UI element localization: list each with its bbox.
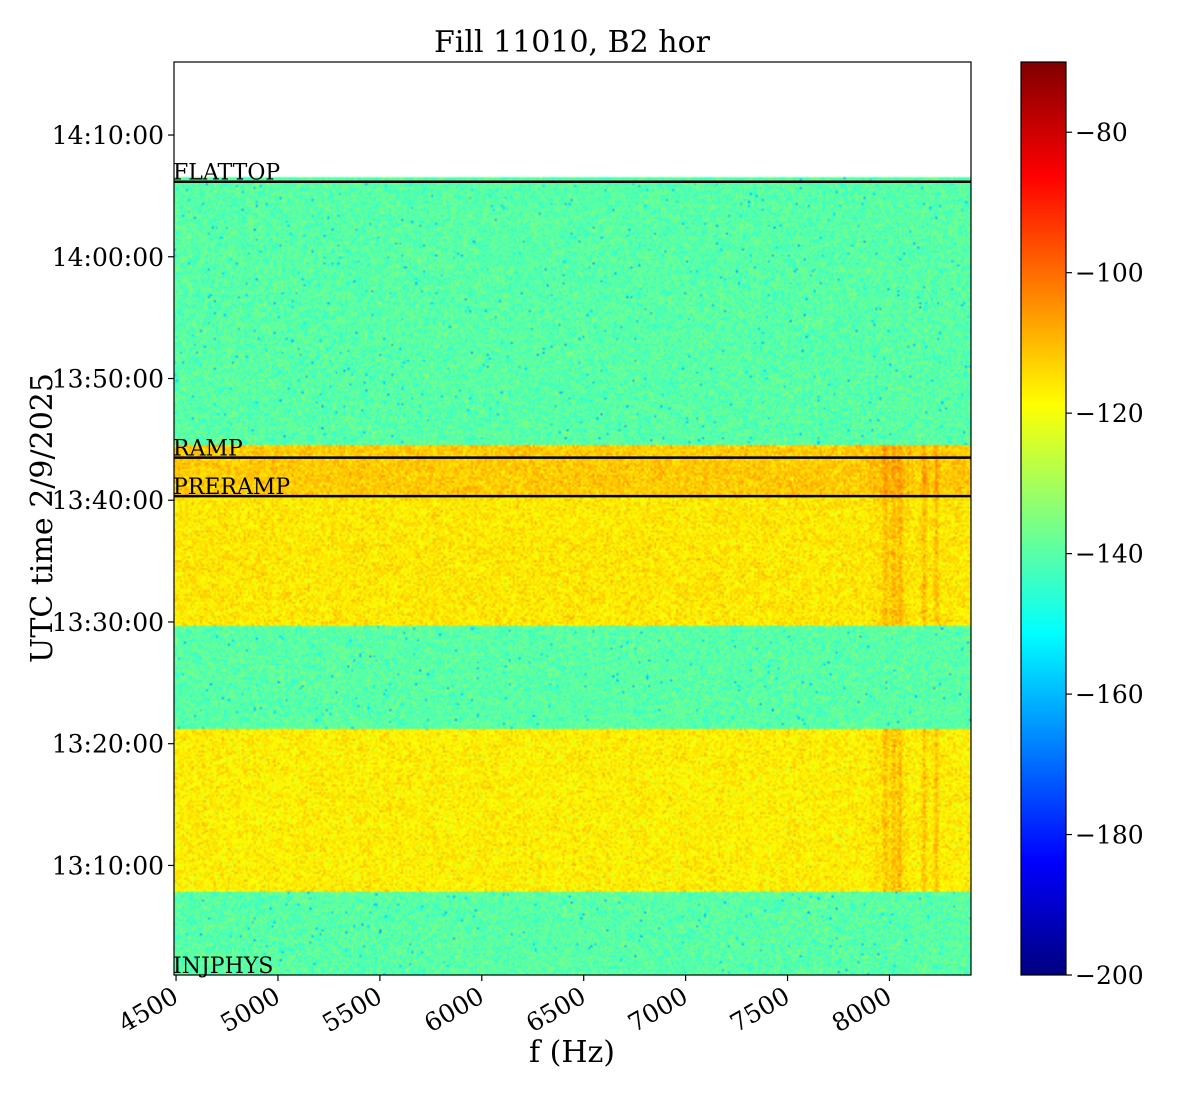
x-axis-label: f (Hz) [529, 1035, 615, 1070]
y-tick-label: 13:20:00 [52, 730, 164, 759]
mode-label: PRERAMP [173, 475, 290, 500]
plot-frame [173, 61, 972, 976]
colorbar-tick-label: −180 [1075, 821, 1144, 850]
spectrogram-heatmap [174, 62, 971, 975]
colorbar-tick-label: −100 [1075, 259, 1144, 288]
colorbar-gradient [1020, 61, 1067, 976]
colorbar-tick-label: −120 [1075, 399, 1144, 428]
y-tick-label: 13:30:00 [52, 608, 164, 637]
mode-label: RAMP [173, 437, 243, 462]
x-axis: 4500 5000 5500 6000 6500 7000 7500 8000 [113, 975, 896, 1038]
colorbar: −80 −100 −120 −140 −160 −180 −200 [1020, 61, 1144, 990]
x-tick-label: 5500 [317, 981, 387, 1038]
y-axis: 13:10:00 13:20:00 13:30:00 13:40:00 13:50:00… [52, 121, 174, 880]
x-tick-label: 5000 [215, 981, 285, 1038]
colorbar-tick-label: −140 [1075, 540, 1144, 569]
y-tick-label: 13:10:00 [52, 851, 164, 880]
y-tick-label: 13:40:00 [52, 486, 164, 515]
colorbar-tick-label: −160 [1075, 680, 1144, 709]
y-axis-label: UTC time 2/9/2025 [25, 373, 60, 663]
colorbar-tick-label: −80 [1075, 118, 1128, 147]
x-tick-label: 8000 [827, 981, 897, 1038]
y-tick-label: 13:50:00 [52, 365, 164, 394]
x-tick-label: 6500 [521, 981, 591, 1038]
x-tick-label: 7500 [725, 981, 795, 1038]
chart-title: Fill 11010, B2 hor [434, 25, 711, 60]
y-tick-label: 14:00:00 [52, 243, 164, 272]
colorbar-ticks: −80 −100 −120 −140 −160 −180 −200 [1066, 118, 1144, 990]
x-tick-label: 4500 [113, 981, 183, 1038]
x-tick-label: 7000 [623, 981, 693, 1038]
y-tick-label: 14:10:00 [52, 121, 164, 150]
colorbar-tick-label: −200 [1075, 961, 1144, 990]
x-tick-label: 6000 [419, 981, 489, 1038]
mode-label: FLATTOP [173, 161, 280, 186]
